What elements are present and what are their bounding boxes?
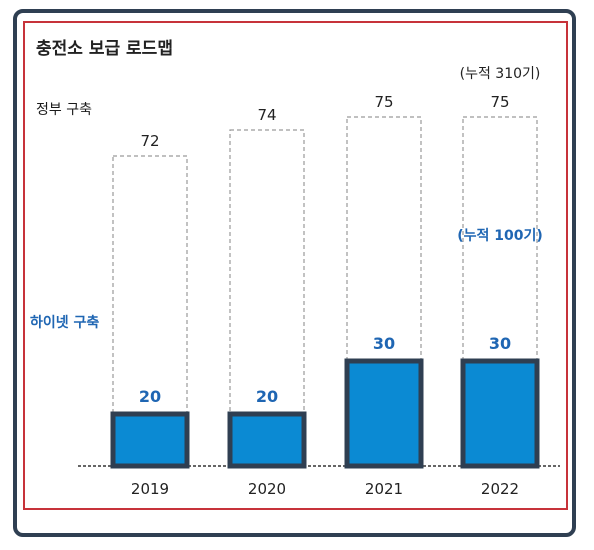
x-tick-label-2020: 2020 (248, 480, 286, 498)
gov-value-label-2020: 74 (257, 106, 276, 124)
legend-gov: 정부 구축 (36, 102, 92, 118)
chart-title: 충전소 보급 로드맵 (36, 39, 173, 59)
x-tick-label-2022: 2022 (481, 480, 519, 498)
hynet-bar-2020 (227, 411, 307, 469)
hynet-cumulative-annotation: (누적 100기) (457, 227, 543, 244)
gov-value-label-2021: 75 (374, 93, 393, 111)
gov-bar-2020 (229, 129, 305, 467)
gov-value-label-2022: 75 (490, 93, 509, 111)
x-tick-label-2021: 2021 (365, 480, 403, 498)
hynet-bar-2021 (344, 358, 424, 469)
hynet-value-label-2020: 20 (256, 387, 278, 406)
hynet-bar-2019 (110, 411, 190, 469)
x-tick-label-2019: 2019 (131, 480, 169, 498)
hynet-bar-2022 (460, 358, 540, 469)
hynet-value-label-2021: 30 (373, 334, 395, 353)
hynet-value-label-2022: 30 (489, 334, 511, 353)
gov-value-label-2019: 72 (140, 132, 159, 150)
gov-cumulative-annotation: (누적 310기) (460, 66, 541, 82)
legend-hynet: 하이넷 구축 (30, 314, 99, 331)
hynet-value-label-2019: 20 (139, 387, 161, 406)
